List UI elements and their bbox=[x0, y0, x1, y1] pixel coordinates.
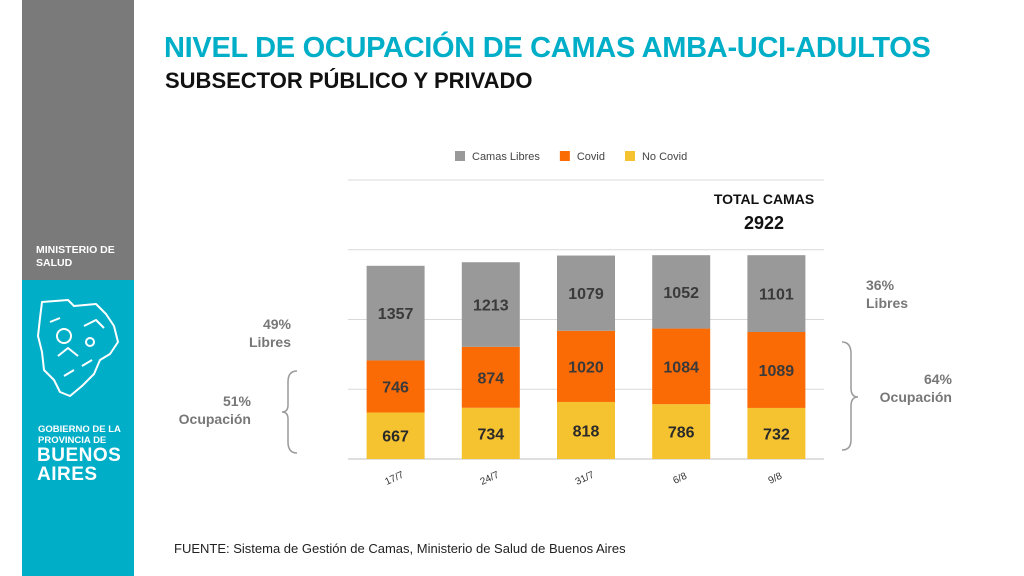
data-label-no-covid: 734 bbox=[477, 426, 504, 443]
bar-camas-libres bbox=[366, 265, 425, 361]
data-label-no-covid: 818 bbox=[573, 423, 600, 440]
gov-label: GOBIERNO DE LA PROVINCIA DE bbox=[38, 424, 121, 446]
left-free-label: Libres bbox=[249, 334, 291, 350]
data-label-covid: 1084 bbox=[663, 359, 699, 376]
data-label-camas-libres: 1052 bbox=[663, 285, 699, 302]
right-occupancy-percent: 64% bbox=[924, 371, 953, 387]
data-label-no-covid: 786 bbox=[668, 425, 695, 442]
ministry-label: MINISTERIO DE SALUD bbox=[36, 244, 115, 270]
x-tick-label: 9/8 bbox=[767, 471, 785, 487]
legend-label: Camas Libres bbox=[472, 151, 540, 163]
legend-label: Covid bbox=[577, 151, 605, 163]
left-free-percent: 49% bbox=[263, 316, 292, 332]
gov-line2: PROVINCIA DE bbox=[38, 435, 107, 446]
province-name: BUENOS AIRES bbox=[37, 446, 121, 484]
legend-label: No Covid bbox=[642, 151, 687, 163]
bar-no-covid bbox=[366, 412, 425, 459]
x-tick-label: 31/7 bbox=[574, 469, 597, 487]
bar-covid bbox=[652, 328, 711, 405]
data-label-camas-libres: 1101 bbox=[759, 287, 794, 304]
total-value: 2922 bbox=[744, 213, 784, 233]
page-title: NIVEL DE OCUPACIÓN DE CAMAS AMBA-UCI-ADU… bbox=[164, 32, 931, 64]
x-tick-label: 24/7 bbox=[479, 469, 502, 487]
bar-no-covid bbox=[747, 407, 806, 459]
province-line1: BUENOS bbox=[37, 445, 122, 466]
data-label-no-covid: 732 bbox=[763, 426, 790, 443]
right-free-label: Libres bbox=[866, 295, 908, 311]
bar-covid bbox=[461, 346, 520, 408]
province-line2: AIRES bbox=[37, 464, 98, 485]
ministry-line1: MINISTERIO DE bbox=[36, 244, 115, 256]
bar-covid bbox=[747, 331, 806, 408]
right-occupancy-label: Ocupación bbox=[880, 389, 952, 405]
data-label-covid: 1020 bbox=[568, 359, 604, 376]
bar-camas-libres bbox=[747, 255, 806, 332]
ministry-line2: SALUD bbox=[36, 257, 73, 269]
data-label-no-covid: 667 bbox=[382, 429, 409, 446]
bar-no-covid bbox=[557, 401, 615, 459]
bar-no-covid bbox=[652, 404, 711, 459]
x-tick-label: 17/7 bbox=[383, 469, 406, 487]
left-brace-icon bbox=[281, 370, 298, 454]
total-label: TOTAL CAMAS bbox=[714, 191, 814, 207]
data-label-camas-libres: 1079 bbox=[568, 286, 604, 303]
legend-swatch bbox=[455, 151, 465, 161]
data-label-covid: 1089 bbox=[759, 363, 795, 380]
bar-camas-libres bbox=[461, 262, 520, 347]
bar-camas-libres bbox=[557, 255, 615, 331]
data-label-covid: 874 bbox=[477, 370, 504, 387]
legend-swatch bbox=[559, 151, 570, 161]
data-label-camas-libres: 1213 bbox=[473, 298, 509, 315]
bar-covid bbox=[557, 330, 615, 402]
right-free-percent: 36% bbox=[866, 277, 895, 293]
province-map-logo-icon bbox=[37, 299, 119, 397]
bar-covid bbox=[366, 360, 425, 413]
right-brace-icon bbox=[841, 341, 859, 451]
left-occupancy-percent: 51% bbox=[223, 393, 252, 409]
gov-line1: GOBIERNO DE LA bbox=[38, 424, 121, 435]
page-subtitle: SUBSECTOR PÚBLICO Y PRIVADO bbox=[165, 68, 533, 93]
source-note: FUENTE: Sistema de Gestión de Camas, Min… bbox=[174, 541, 626, 556]
sidebar-gray-panel bbox=[22, 0, 134, 280]
bar-no-covid bbox=[461, 407, 520, 459]
legend-swatch bbox=[624, 151, 635, 161]
data-label-camas-libres: 1357 bbox=[378, 306, 414, 323]
bar-camas-libres bbox=[652, 255, 711, 329]
x-tick-label: 6/8 bbox=[672, 471, 690, 487]
left-occupancy-label: Ocupación bbox=[179, 411, 251, 427]
data-label-covid: 746 bbox=[382, 379, 409, 396]
